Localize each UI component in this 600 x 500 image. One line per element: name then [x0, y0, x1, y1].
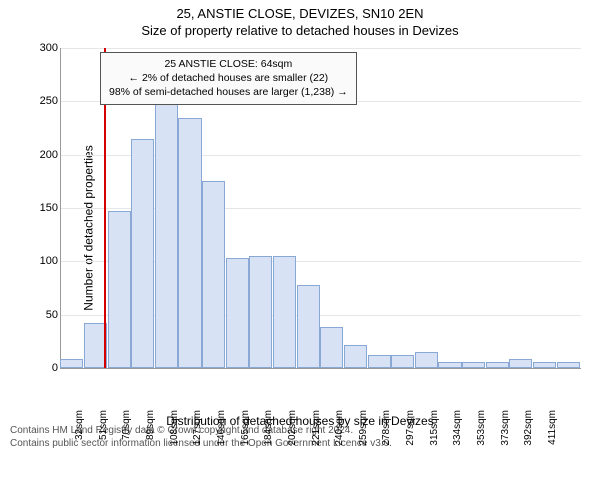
- histogram-bar: [108, 211, 131, 368]
- histogram-bar: [415, 352, 438, 368]
- y-tick-label: 250: [36, 95, 58, 107]
- y-tick-label: 150: [36, 202, 58, 214]
- histogram-bar: [202, 181, 225, 368]
- info-box-line1: 25 ANSTIE CLOSE: 64sqm: [109, 57, 348, 71]
- info-box-line3: 98% of semi-detached houses are larger (…: [109, 85, 348, 99]
- page-title-line1: 25, ANSTIE CLOSE, DEVIZES, SN10 2EN: [0, 6, 600, 21]
- y-tick-label: 300: [36, 42, 58, 54]
- histogram-bar: [557, 362, 580, 368]
- histogram-bar: [155, 103, 178, 368]
- histogram-bar: [486, 362, 509, 368]
- x-ticks: 32sqm51sqm70sqm89sqm108sqm127sqm146sqm16…: [60, 370, 580, 412]
- y-tick-label: 200: [36, 149, 58, 161]
- histogram-bar: [320, 327, 343, 368]
- histogram-bar: [509, 359, 532, 368]
- histogram-bar: [533, 362, 556, 368]
- histogram-bar: [368, 355, 391, 368]
- histogram-bar: [297, 285, 320, 368]
- page-title-line2: Size of property relative to detached ho…: [0, 23, 600, 38]
- info-box-line2: ← 2% of detached houses are smaller (22): [109, 71, 348, 85]
- histogram-bar: [249, 256, 272, 368]
- y-tick-label: 50: [36, 309, 58, 321]
- y-tick-label: 0: [36, 362, 58, 374]
- histogram-bar: [438, 362, 461, 368]
- info-box: 25 ANSTIE CLOSE: 64sqm ← 2% of detached …: [100, 52, 357, 105]
- histogram-bar: [462, 362, 485, 368]
- y-tick-label: 100: [36, 255, 58, 267]
- x-axis-label: Distribution of detached houses by size …: [0, 414, 600, 428]
- histogram-bar: [131, 139, 154, 368]
- histogram-bar: [60, 359, 83, 368]
- histogram-bar: [178, 118, 201, 368]
- histogram-bar: [391, 355, 414, 368]
- histogram-bar: [226, 258, 249, 368]
- histogram-bar: [273, 256, 296, 368]
- chart-container: Number of detached properties 0501001502…: [0, 38, 600, 418]
- histogram-bar: [344, 345, 367, 368]
